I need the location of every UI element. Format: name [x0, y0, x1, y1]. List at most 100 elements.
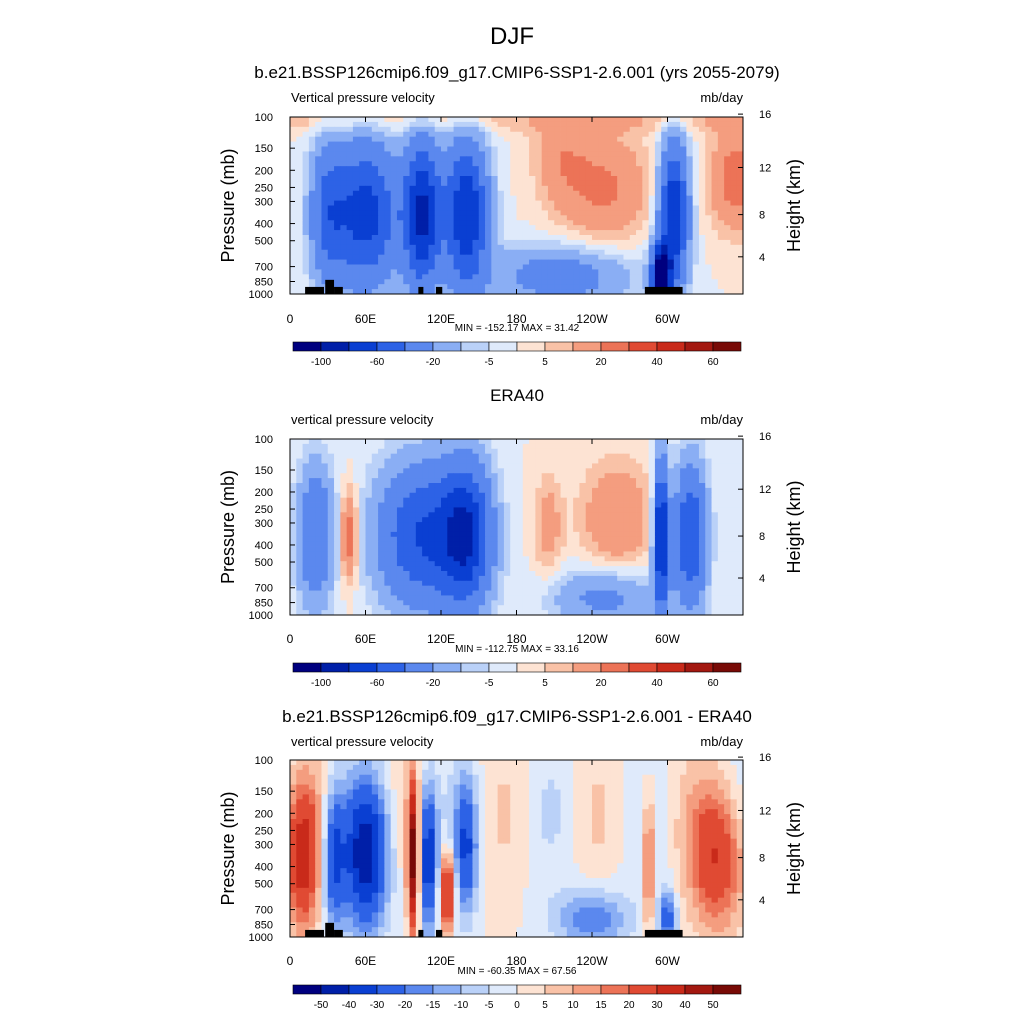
- heatmap-cell: [396, 522, 404, 528]
- heatmap-cell: [522, 561, 530, 567]
- heatmap-cell: [692, 487, 700, 494]
- heatmap-cell: [327, 185, 335, 192]
- heatmap-cell: [617, 156, 624, 162]
- heatmap-cell: [522, 585, 530, 591]
- heatmap-cell: [296, 117, 303, 123]
- heatmap-cell: [396, 443, 404, 450]
- heatmap-cell: [327, 274, 335, 280]
- heatmap-cell: [296, 546, 303, 552]
- heatmap-cell: [428, 531, 436, 538]
- heatmap-cell: [736, 117, 744, 123]
- heatmap-cell: [604, 478, 612, 484]
- heatmap-cell: [724, 556, 731, 562]
- heatmap-cell: [730, 527, 738, 533]
- heatmap-cell: [698, 215, 706, 221]
- heatmap-cell: [346, 595, 354, 601]
- heatmap-cell: [466, 585, 473, 591]
- heatmap-cell: [604, 443, 612, 450]
- heatmap-cell: [384, 141, 392, 147]
- heatmap-cell: [673, 117, 681, 123]
- heatmap-cell: [466, 151, 473, 157]
- heatmap-cell: [396, 185, 404, 192]
- heatmap-cell: [428, 284, 436, 290]
- heatmap-cell: [359, 492, 366, 499]
- heatmap-cell: [654, 259, 662, 265]
- heatmap-cell: [384, 126, 392, 133]
- heatmap-cell: [522, 195, 530, 201]
- heatmap-cell: [371, 264, 379, 270]
- heatmap-cell: [585, 136, 593, 142]
- heatmap-cell: [636, 575, 643, 582]
- heatmap-cell: [610, 259, 618, 265]
- heatmap-cell: [485, 585, 492, 591]
- heatmap-cell: [453, 225, 461, 231]
- heatmap-cell: [667, 585, 675, 591]
- heatmap-cell: [352, 230, 360, 236]
- heatmap-cell: [654, 590, 662, 596]
- heatmap-cell: [673, 254, 681, 260]
- heatmap-cell: [409, 151, 417, 157]
- heatmap-cell: [730, 249, 738, 256]
- heatmap-cell: [447, 146, 454, 152]
- heatmap-cell: [497, 478, 505, 484]
- heatmap-cell: [654, 205, 662, 211]
- heatmap-cell: [686, 176, 694, 182]
- heatmap-cell: [378, 121, 385, 128]
- heatmap-cell: [642, 190, 650, 197]
- heatmap-cell: [334, 239, 341, 246]
- heatmap-cell: [516, 492, 524, 499]
- heatmap-cell: [698, 580, 706, 587]
- heatmap-cell: [327, 235, 335, 241]
- heatmap-cell: [308, 517, 316, 523]
- heatmap-cell: [522, 284, 530, 290]
- heatmap-cell: [334, 458, 341, 464]
- heatmap-cell: [636, 215, 643, 221]
- heatmap-cell: [334, 512, 341, 518]
- heatmap-cell: [510, 146, 517, 152]
- heatmap-cell: [573, 517, 580, 523]
- heatmap-cell: [598, 585, 605, 591]
- y-tick-label: 150: [255, 143, 273, 155]
- heatmap-cell: [667, 220, 675, 226]
- heatmap-cell: [371, 269, 379, 275]
- heatmap-cell: [308, 527, 316, 533]
- heatmap-cell: [516, 487, 524, 494]
- heatmap-cell: [730, 171, 738, 177]
- heatmap-cell: [409, 517, 417, 523]
- heatmap-cell: [573, 443, 580, 450]
- heatmap-cell: [654, 220, 662, 226]
- heatmap-cell: [541, 478, 549, 484]
- heatmap-cell: [585, 551, 593, 557]
- heatmap-cell: [441, 220, 448, 226]
- heatmap-cell: [315, 546, 322, 552]
- heatmap-cell: [434, 225, 442, 231]
- heatmap-cell: [554, 151, 561, 157]
- heatmap-cell: [629, 443, 637, 450]
- heatmap-cell: [352, 284, 360, 290]
- heatmap-cell: [724, 190, 731, 197]
- heatmap-cell: [661, 453, 668, 459]
- colorbar-label: 40: [651, 357, 663, 368]
- heatmap-cell: [547, 556, 555, 562]
- heatmap-cell: [308, 463, 316, 469]
- heatmap-cell: [560, 131, 568, 138]
- heatmap-cell: [648, 284, 656, 290]
- heatmap-cell: [661, 590, 668, 596]
- heatmap-cell: [334, 220, 341, 226]
- heatmap-cell: [541, 254, 549, 260]
- heatmap-cell: [459, 235, 467, 241]
- heatmap-cell: [365, 517, 373, 523]
- heatmap-cell: [541, 121, 549, 128]
- heatmap-cell: [661, 205, 668, 211]
- heatmap-cell: [346, 448, 354, 455]
- heatmap-cell: [698, 531, 706, 538]
- heatmap-cell: [378, 575, 385, 582]
- heatmap-cell: [497, 195, 505, 201]
- heatmap-cell: [629, 210, 637, 216]
- panel-right-label: mb/day: [700, 412, 743, 427]
- heatmap-cell: [680, 439, 687, 445]
- heatmap-cell: [346, 151, 354, 157]
- heatmap-cell: [459, 220, 467, 226]
- heatmap-cell: [736, 205, 744, 211]
- heatmap-cell: [447, 259, 454, 265]
